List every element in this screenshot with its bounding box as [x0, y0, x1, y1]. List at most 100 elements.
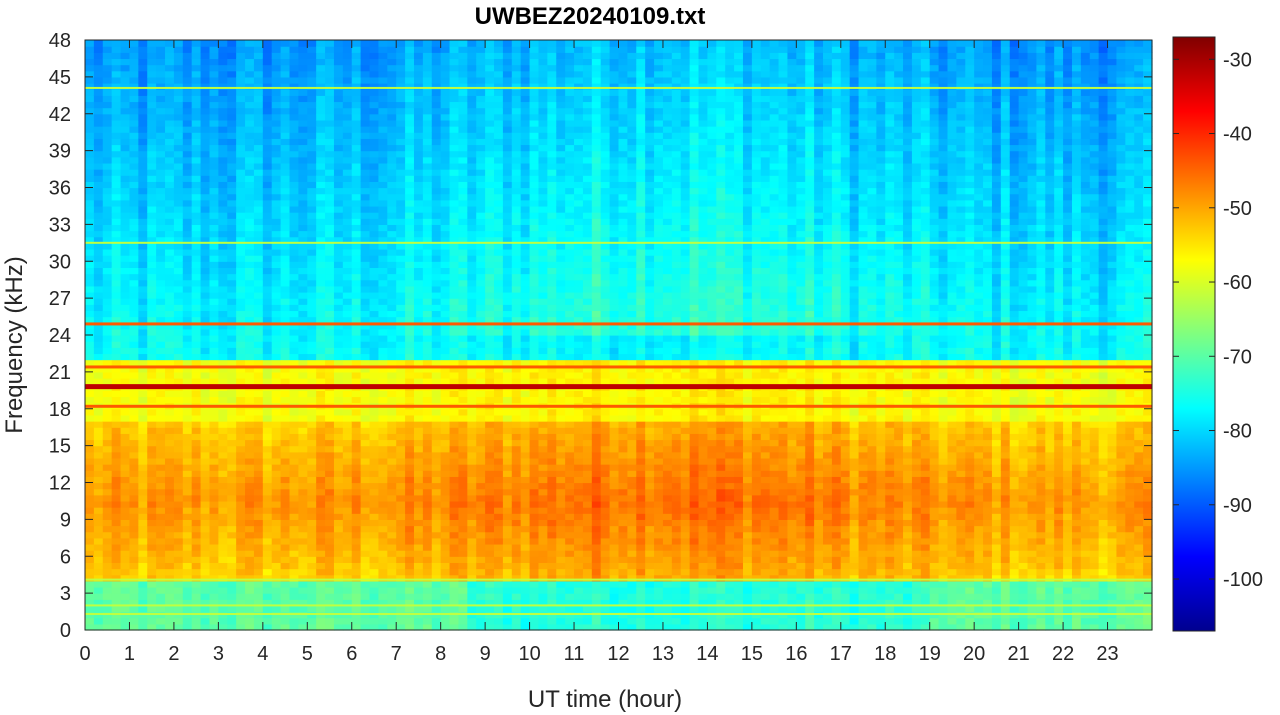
heatmap-cell: [378, 464, 388, 471]
heatmap-cell: [387, 126, 397, 133]
heatmap-cell: [245, 488, 255, 496]
heatmap-cell: [413, 353, 424, 361]
heatmap-cell: [494, 175, 504, 182]
heatmap-cell: [431, 513, 442, 520]
heatmap-cell: [218, 169, 228, 176]
heatmap-cell: [422, 224, 433, 232]
heatmap-cell: [494, 623, 504, 631]
heatmap-cell: [467, 322, 477, 330]
heatmap-cell: [333, 236, 344, 244]
heatmap-cell: [289, 593, 299, 600]
heatmap-cell: [511, 488, 522, 496]
heatmap-cell: [351, 230, 362, 238]
heatmap-cell: [378, 322, 388, 330]
heatmap-cell: [307, 543, 317, 551]
heatmap-cell: [245, 40, 255, 47]
heatmap-cell: [351, 310, 362, 318]
heatmap-cell: [280, 328, 291, 336]
heatmap-cell: [147, 83, 157, 90]
heatmap-cell: [191, 513, 202, 520]
heatmap-cell: [431, 187, 442, 195]
heatmap-cell: [520, 580, 531, 588]
heatmap-cell: [85, 138, 95, 146]
heatmap-cell: [458, 353, 468, 361]
heatmap-cell: [227, 574, 237, 582]
heatmap-cell: [120, 427, 131, 434]
heatmap-cell: [316, 107, 326, 115]
heatmap-cell: [458, 169, 468, 176]
heatmap-cell: [369, 562, 380, 570]
heatmap-cell: [245, 550, 255, 557]
heatmap-cell: [476, 267, 486, 275]
heatmap-cell: [182, 605, 193, 613]
heatmap-cell: [120, 95, 131, 103]
heatmap-cell: [200, 371, 211, 379]
heatmap-cell: [138, 371, 148, 379]
heatmap-cell: [316, 500, 326, 508]
heatmap-cell: [129, 285, 139, 293]
heatmap-cell: [422, 464, 433, 471]
heatmap-cell: [253, 162, 264, 170]
heatmap-cell: [511, 230, 522, 238]
heatmap-cell: [449, 181, 460, 189]
heatmap-cell: [511, 550, 522, 557]
heatmap-cell: [529, 224, 540, 232]
heatmap-cell: [245, 543, 255, 551]
heatmap-cell: [431, 279, 442, 287]
heatmap-cell: [342, 580, 353, 588]
heatmap-cell: [316, 427, 326, 434]
heatmap-cell: [227, 537, 237, 545]
heatmap-cell: [360, 470, 371, 477]
heatmap-cell: [227, 445, 237, 453]
heatmap-cell: [485, 52, 495, 60]
heatmap-cell: [298, 537, 308, 545]
heatmap-cell: [227, 242, 237, 250]
heatmap-cell: [120, 267, 131, 275]
heatmap-cell: [236, 470, 246, 477]
heatmap-cell: [218, 58, 228, 66]
heatmap-cell: [413, 285, 424, 293]
heatmap-cell: [129, 390, 139, 398]
heatmap-cell: [396, 169, 406, 176]
heatmap-cell: [129, 513, 139, 520]
heatmap-cell: [405, 599, 415, 607]
heatmap-cell: [360, 513, 371, 520]
heatmap-cell: [476, 550, 486, 557]
heatmap-cell: [298, 316, 308, 324]
heatmap-cell: [111, 107, 122, 115]
heatmap-cell: [307, 156, 317, 164]
heatmap-cell: [440, 169, 451, 176]
heatmap-cell: [538, 230, 548, 238]
heatmap-cell: [422, 267, 433, 275]
heatmap-cell: [138, 52, 148, 60]
heatmap-cell: [182, 95, 193, 103]
heatmap-cell: [129, 316, 139, 324]
heatmap-cell: [476, 593, 486, 600]
heatmap-cell: [387, 476, 397, 484]
heatmap-cell: [378, 396, 388, 404]
heatmap-cell: [494, 341, 504, 348]
heatmap-cell: [449, 169, 460, 176]
heatmap-cell: [494, 89, 504, 96]
heatmap-cell: [289, 119, 299, 127]
heatmap-cell: [511, 396, 522, 404]
heatmap-cell: [156, 138, 166, 146]
heatmap-cell: [120, 500, 131, 508]
heatmap-cell: [422, 550, 433, 557]
heatmap-cell: [485, 132, 495, 139]
heatmap-cell: [529, 513, 540, 520]
heatmap-cell: [173, 525, 184, 533]
heatmap-cell: [138, 255, 148, 262]
heatmap-cell: [360, 40, 371, 47]
heatmap-cell: [156, 328, 166, 336]
heatmap-cell: [360, 507, 371, 514]
heatmap-cell: [351, 95, 362, 103]
heatmap-cell: [298, 70, 308, 78]
heatmap-cell: [218, 261, 228, 268]
heatmap-cell: [378, 181, 388, 189]
heatmap-cell: [351, 126, 362, 133]
heatmap-cell: [271, 175, 282, 182]
heatmap-cell: [529, 40, 540, 47]
heatmap-cell: [111, 433, 122, 441]
